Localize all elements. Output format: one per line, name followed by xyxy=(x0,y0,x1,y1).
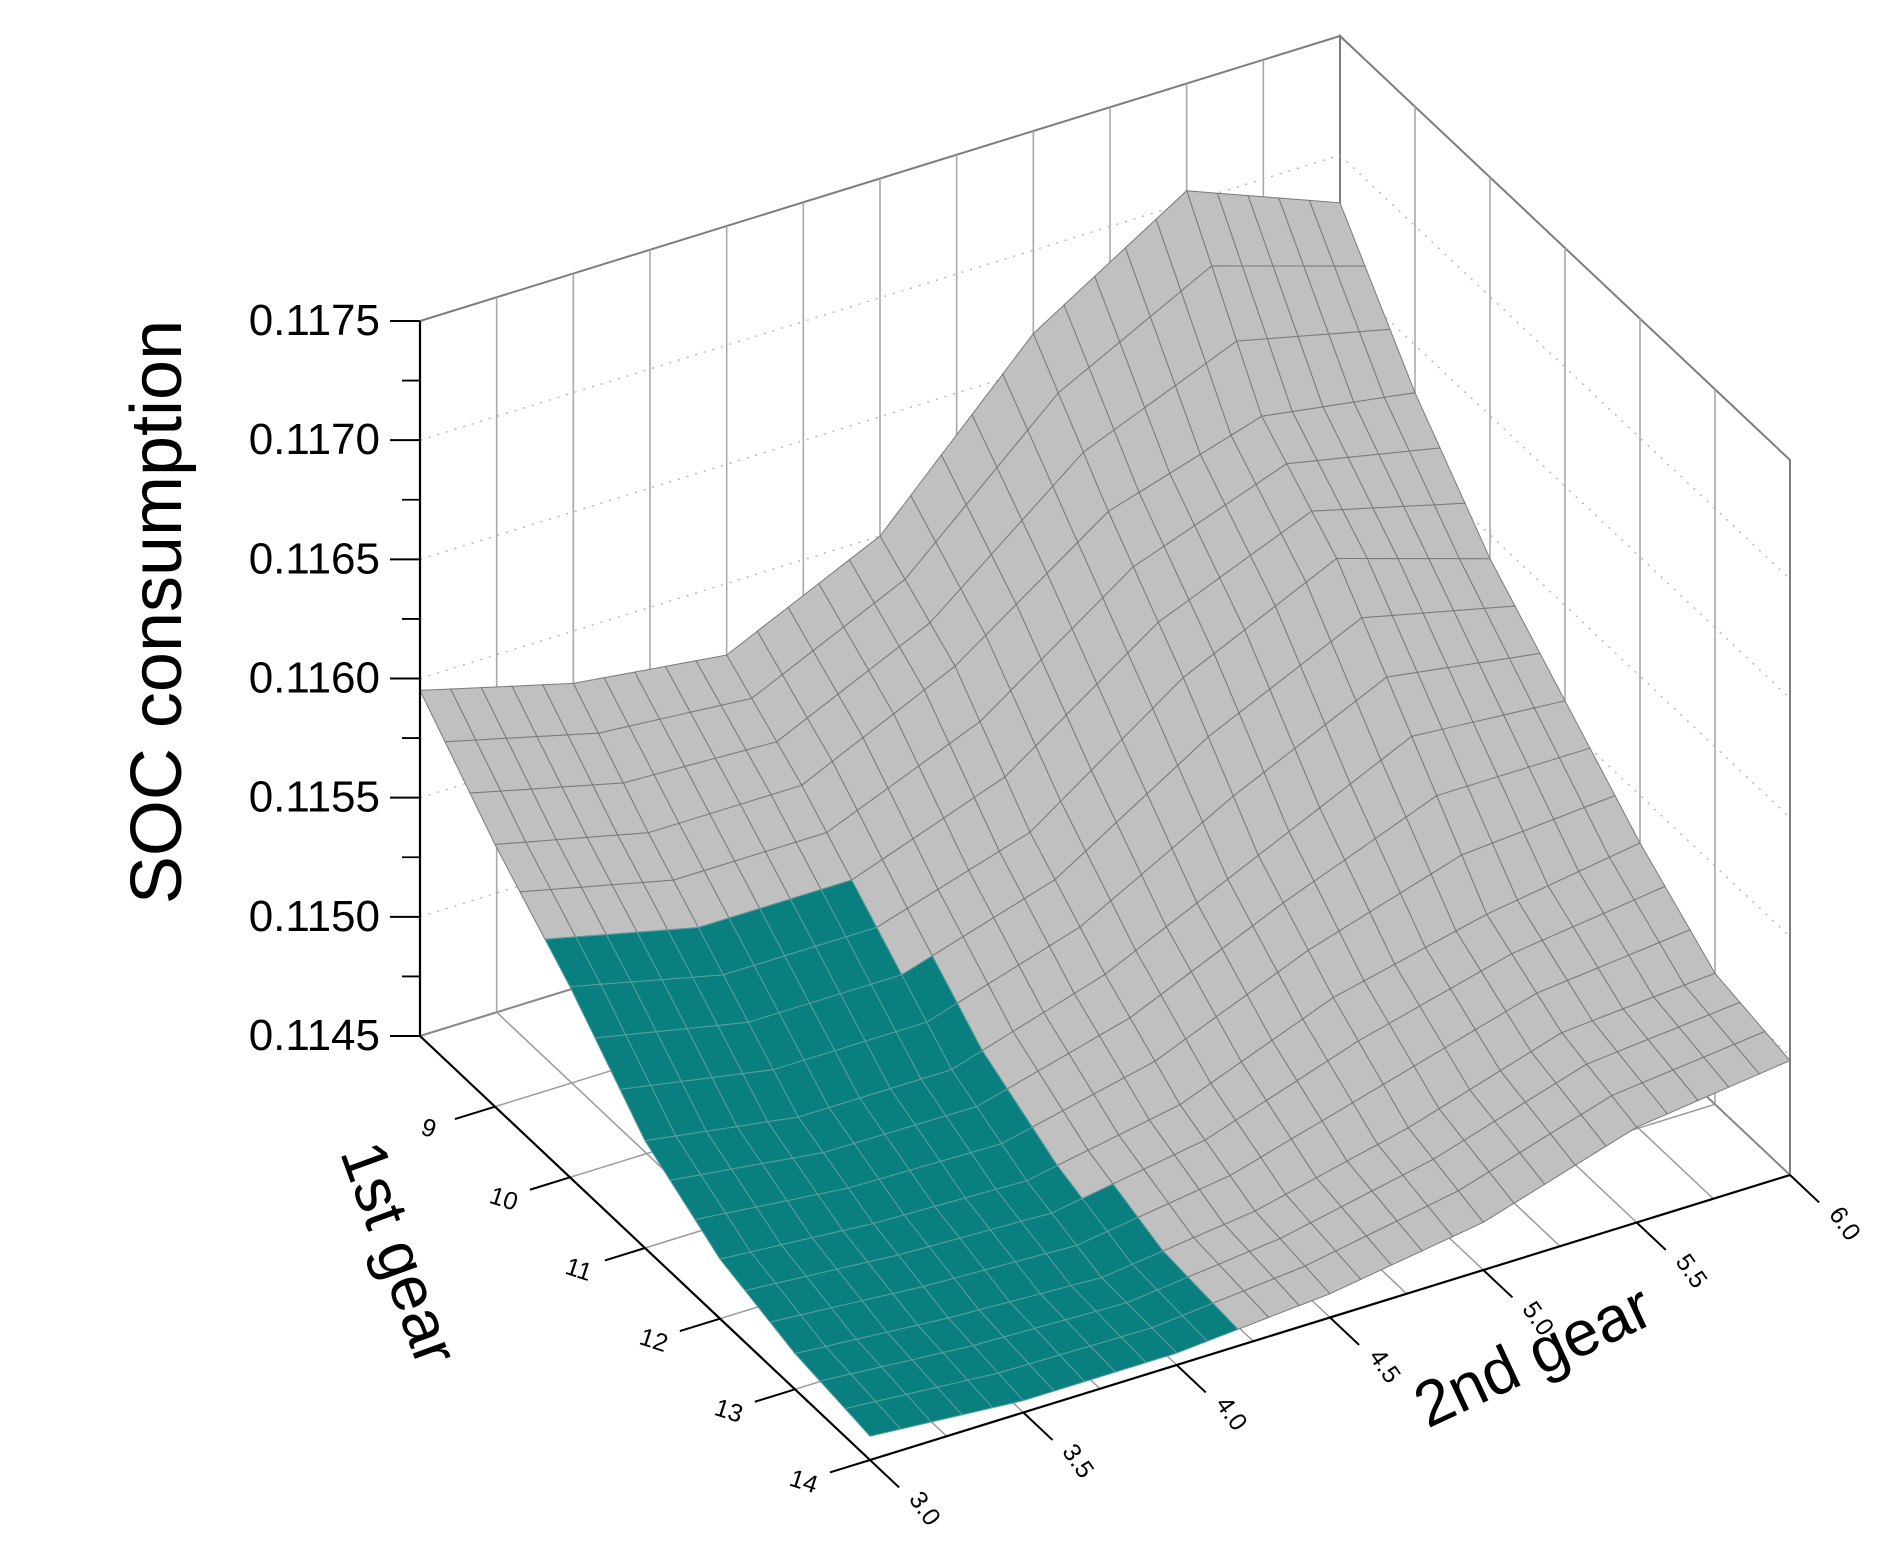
first-gear-tick-label: 9 xyxy=(418,1113,440,1144)
x-axis-label-right: 2nd gear xyxy=(1403,1269,1662,1441)
z-axis-label: SOC consumption xyxy=(117,320,197,904)
z-tick-label: 0.1170 xyxy=(249,415,380,464)
axes xyxy=(390,320,1820,1489)
surface-mesh xyxy=(419,189,1791,1437)
first-gear-tick xyxy=(529,1176,571,1191)
first-gear-tick xyxy=(754,1388,796,1403)
z-tick-label: 0.1145 xyxy=(249,1011,380,1060)
first-gear-tick-label: 12 xyxy=(636,1323,671,1358)
second-gear-tick xyxy=(869,1459,900,1489)
first-gear-tick xyxy=(679,1317,721,1333)
first-gear-tick-label: 10 xyxy=(486,1181,521,1216)
x-axis-label-left: 1st gear xyxy=(326,1132,473,1374)
z-tick-label: 0.1165 xyxy=(249,534,380,583)
first-gear-tick xyxy=(829,1459,871,1474)
second-gear-tick-label: 4.5 xyxy=(1363,1344,1406,1389)
second-gear-tick-label: 5.5 xyxy=(1670,1249,1713,1294)
wall-dotted-line xyxy=(419,154,1791,580)
second-gear-tick-label: 6.0 xyxy=(1823,1201,1866,1246)
first-gear-tick xyxy=(604,1247,646,1262)
z-tick-label: 0.1150 xyxy=(249,892,380,941)
surface-patch xyxy=(844,1400,902,1437)
second-gear-tick-label: 3.0 xyxy=(903,1486,946,1531)
second-gear-tick xyxy=(1482,1269,1514,1299)
first-gear-tick xyxy=(454,1105,496,1121)
z-tick-label: 0.1160 xyxy=(249,654,380,703)
first-gear-tick-label: 14 xyxy=(786,1464,821,1499)
second-gear-tick xyxy=(1022,1411,1054,1441)
second-gear-tick xyxy=(1175,1364,1207,1394)
second-gear-tick-label: 3.5 xyxy=(1056,1439,1099,1484)
z-tick-label: 0.1155 xyxy=(249,773,380,822)
second-gear-tick xyxy=(1635,1221,1667,1251)
z-tick-label: 0.1175 xyxy=(249,296,380,345)
second-gear-tick xyxy=(1789,1174,1820,1204)
second-gear-tick-label: 4.0 xyxy=(1210,1391,1253,1436)
second-gear-tick xyxy=(1329,1316,1360,1346)
first-gear-tick-label: 11 xyxy=(562,1252,595,1287)
first-gear-tick-label: 13 xyxy=(711,1393,746,1428)
